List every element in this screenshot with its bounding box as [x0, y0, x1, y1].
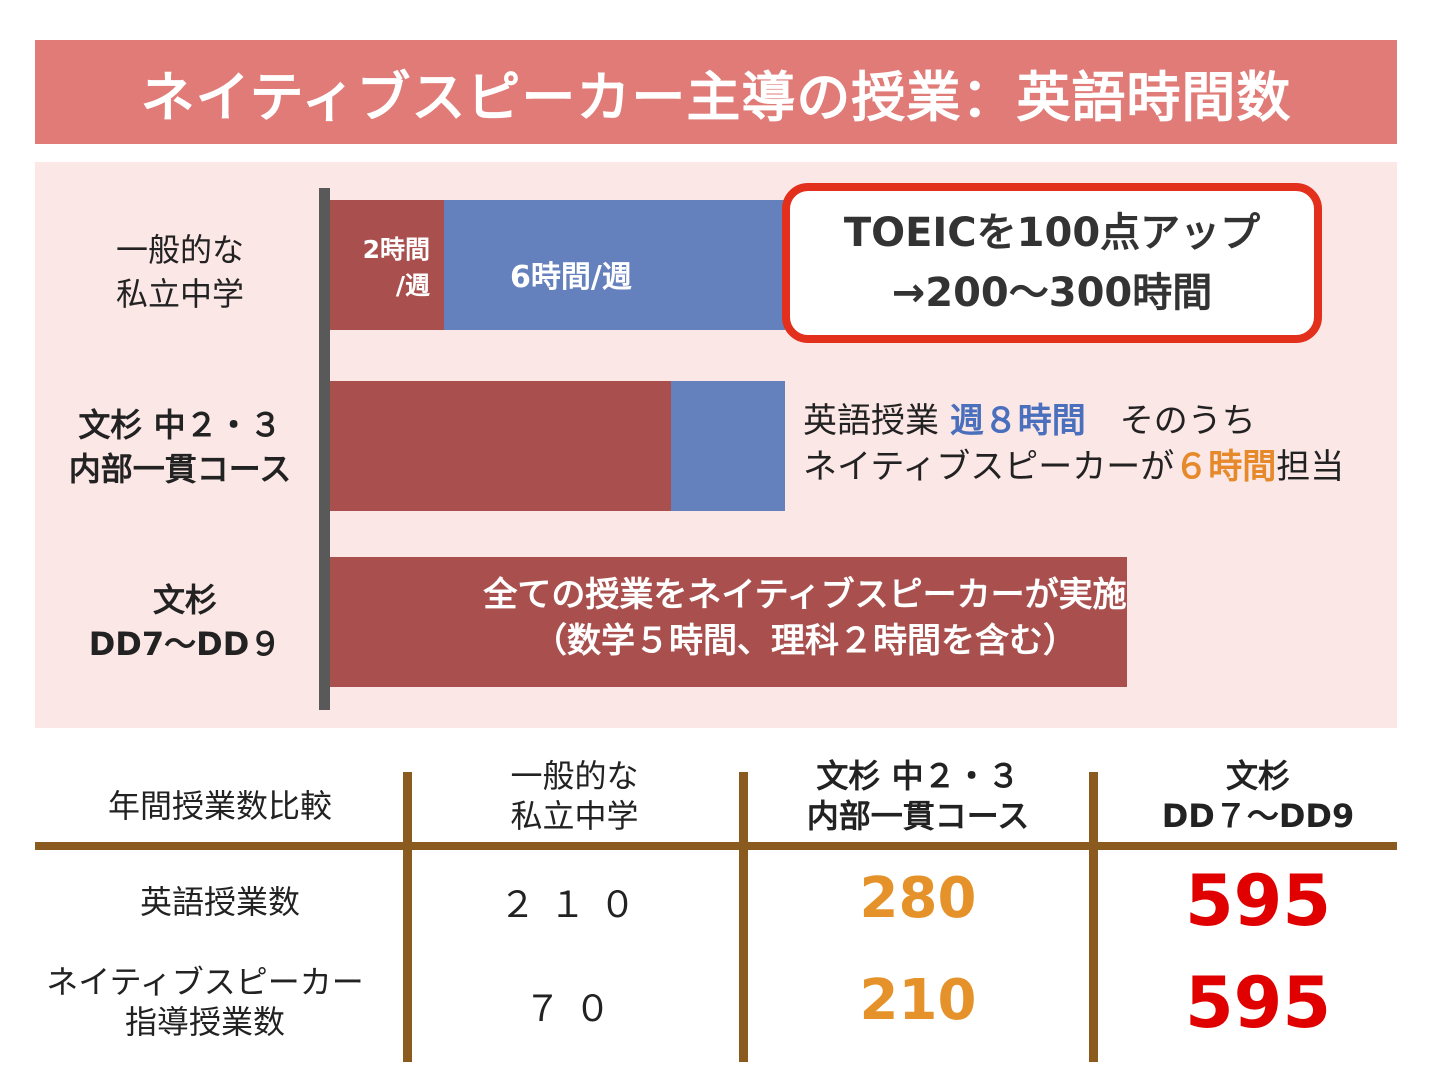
bar-label-general-other: 6時間/週: [510, 260, 632, 295]
inner-course-note: 英語授業 週８時間 そのうち ネイティブスピーカーが６時間担当: [803, 401, 1345, 487]
table-column-divider: [403, 772, 412, 1062]
table-row-label-native: ネイティブスピーカー 指導授業数: [46, 963, 364, 1041]
bar-general-native: [330, 200, 444, 330]
table-header-general: 一般的な 私立中学: [510, 757, 639, 835]
table-cell-dd-english: 595: [1184, 860, 1332, 942]
table-column-divider: [1089, 772, 1098, 1062]
table-header-bunsan-inner: 文杉 中２・３ 内部一貫コース: [806, 757, 1030, 835]
table-row-label-english: 英語授業数: [139, 883, 300, 921]
bar-bunsan-inner-native: [330, 381, 672, 511]
bar-bunsan-dd-native: [330, 557, 1127, 687]
table-cell-inner-native: 210: [859, 968, 977, 1033]
bar-general-other: [443, 200, 786, 330]
table-header-label: 年間授業数比較: [107, 787, 332, 825]
table-header-bunsan-dd: 文杉 DD７〜DD9: [1161, 757, 1355, 835]
row-label-general: 一般的な 私立中学: [115, 231, 244, 313]
bar-label-bunsan-dd: 全ての授業をネイティブスピーカーが実施 （数学５時間、理科２時間を含む）: [483, 575, 1127, 661]
table-cell-general-native: ７０: [524, 989, 625, 1030]
bar-bunsan-inner-other: [671, 381, 786, 511]
page-title: ネイティブスピーカー主導の授業：英語時間数: [35, 40, 1397, 144]
row-label-bunsan-inner: 文杉 中２・３ 内部一貫コース: [68, 406, 292, 488]
table-header-divider: [35, 842, 1397, 850]
table-cell-general-english: ２１０: [499, 885, 650, 926]
bar-label-general-native: 2時間 /週: [362, 235, 430, 300]
toeic-callout: TOEICを100点アップ →200〜300時間: [782, 183, 1322, 343]
chart-axis: [319, 188, 330, 710]
table-cell-inner-english: 280: [859, 866, 977, 931]
table-column-divider: [739, 772, 748, 1062]
row-label-bunsan-dd: 文杉 DD7〜DD９: [88, 581, 282, 663]
table-cell-dd-native: 595: [1184, 962, 1332, 1044]
